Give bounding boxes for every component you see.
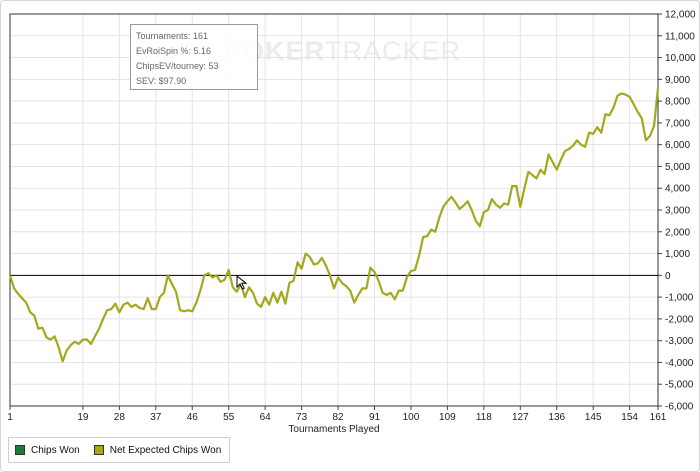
- x-tick-label: 46: [187, 412, 199, 423]
- x-tick-label: 55: [223, 412, 235, 423]
- legend-label-net-expected: Net Expected Chips Won: [109, 444, 222, 456]
- axes: [9, 13, 662, 410]
- y-tick-label: 3,000: [665, 206, 690, 217]
- x-tick-label: 73: [296, 412, 308, 423]
- chart-legend: Chips Won Net Expected Chips Won: [8, 437, 231, 463]
- x-tick-label: 136: [548, 412, 565, 423]
- x-tick-label: 37: [150, 412, 162, 423]
- x-axis-title: Tournaments Played: [288, 424, 379, 435]
- y-tick-label: 8,000: [665, 97, 690, 108]
- x-tick-label: 127: [512, 412, 529, 423]
- x-tick-label: 19: [77, 412, 89, 423]
- y-tick-label: 0: [665, 271, 671, 282]
- x-tick-label: 100: [403, 412, 420, 423]
- y-tick-label: -5,000: [665, 380, 694, 391]
- series-line-net-expected-chips-won: [8, 87, 660, 363]
- y-tick-label: 9,000: [665, 75, 690, 86]
- tick-labels: -6,000 -5,000 -4,000 -3,000 -2,000 -1,000 0 1,0…: [7, 10, 696, 424]
- y-tick-label: 4,000: [665, 184, 690, 195]
- series-layer: [8, 87, 660, 363]
- legend-label-chips-won: Chips Won: [31, 444, 80, 456]
- y-tick-label: 2,000: [665, 227, 690, 238]
- x-tick-label: 161: [650, 412, 667, 423]
- y-tick-label: 12,000: [665, 10, 696, 21]
- y-tick-label: 11,000: [665, 31, 695, 42]
- y-tick-label: 7,000: [665, 118, 690, 129]
- y-tick-label: 6,000: [665, 140, 690, 151]
- legend-swatch-net-expected: [93, 445, 104, 455]
- x-tick-label: 82: [332, 412, 344, 423]
- y-tick-label: -4,000: [665, 358, 694, 369]
- y-tick-label: 5,000: [665, 162, 690, 173]
- y-tick-label: 10,000: [665, 53, 696, 64]
- legend-swatch-chips-won: [15, 445, 25, 455]
- x-tick-label: 64: [260, 412, 272, 423]
- legend-item-chips-won[interactable]: Chips Won: [15, 445, 80, 456]
- x-tick-label: 118: [476, 412, 492, 423]
- y-tick-label: 1,000: [665, 249, 690, 260]
- tooltip-line-tournaments: Tournaments: 161: [136, 31, 209, 41]
- y-tick-label: -2,000: [665, 314, 694, 325]
- tooltip-line-sev: SEV: $97.90: [136, 76, 187, 86]
- tooltip-line-evroi: EvRoiSpin %: 5.16: [136, 46, 212, 56]
- grid: [9, 13, 659, 407]
- legend-item-net-expected[interactable]: Net Expected Chips Won: [93, 444, 222, 456]
- x-tick-label: 1: [7, 412, 13, 423]
- x-tick-label: 109: [439, 412, 456, 423]
- y-tick-label: -3,000: [665, 336, 694, 347]
- tooltip-line-chipsev: ChipsEV/tourney: 53: [136, 61, 219, 71]
- x-tick-label: 145: [585, 412, 602, 423]
- x-tick-label: 91: [369, 412, 381, 423]
- x-tick-label: 28: [114, 412, 126, 423]
- plot-border: [9, 13, 659, 407]
- chart-tooltip: Tournaments: 161 EvRoiSpin %: 5.16 Chips…: [130, 24, 258, 90]
- y-tick-label: -1,000: [665, 293, 694, 304]
- y-tick-label: -6,000: [665, 402, 694, 413]
- mouse-cursor-icon: [236, 275, 248, 290]
- x-tick-label: 154: [621, 412, 638, 423]
